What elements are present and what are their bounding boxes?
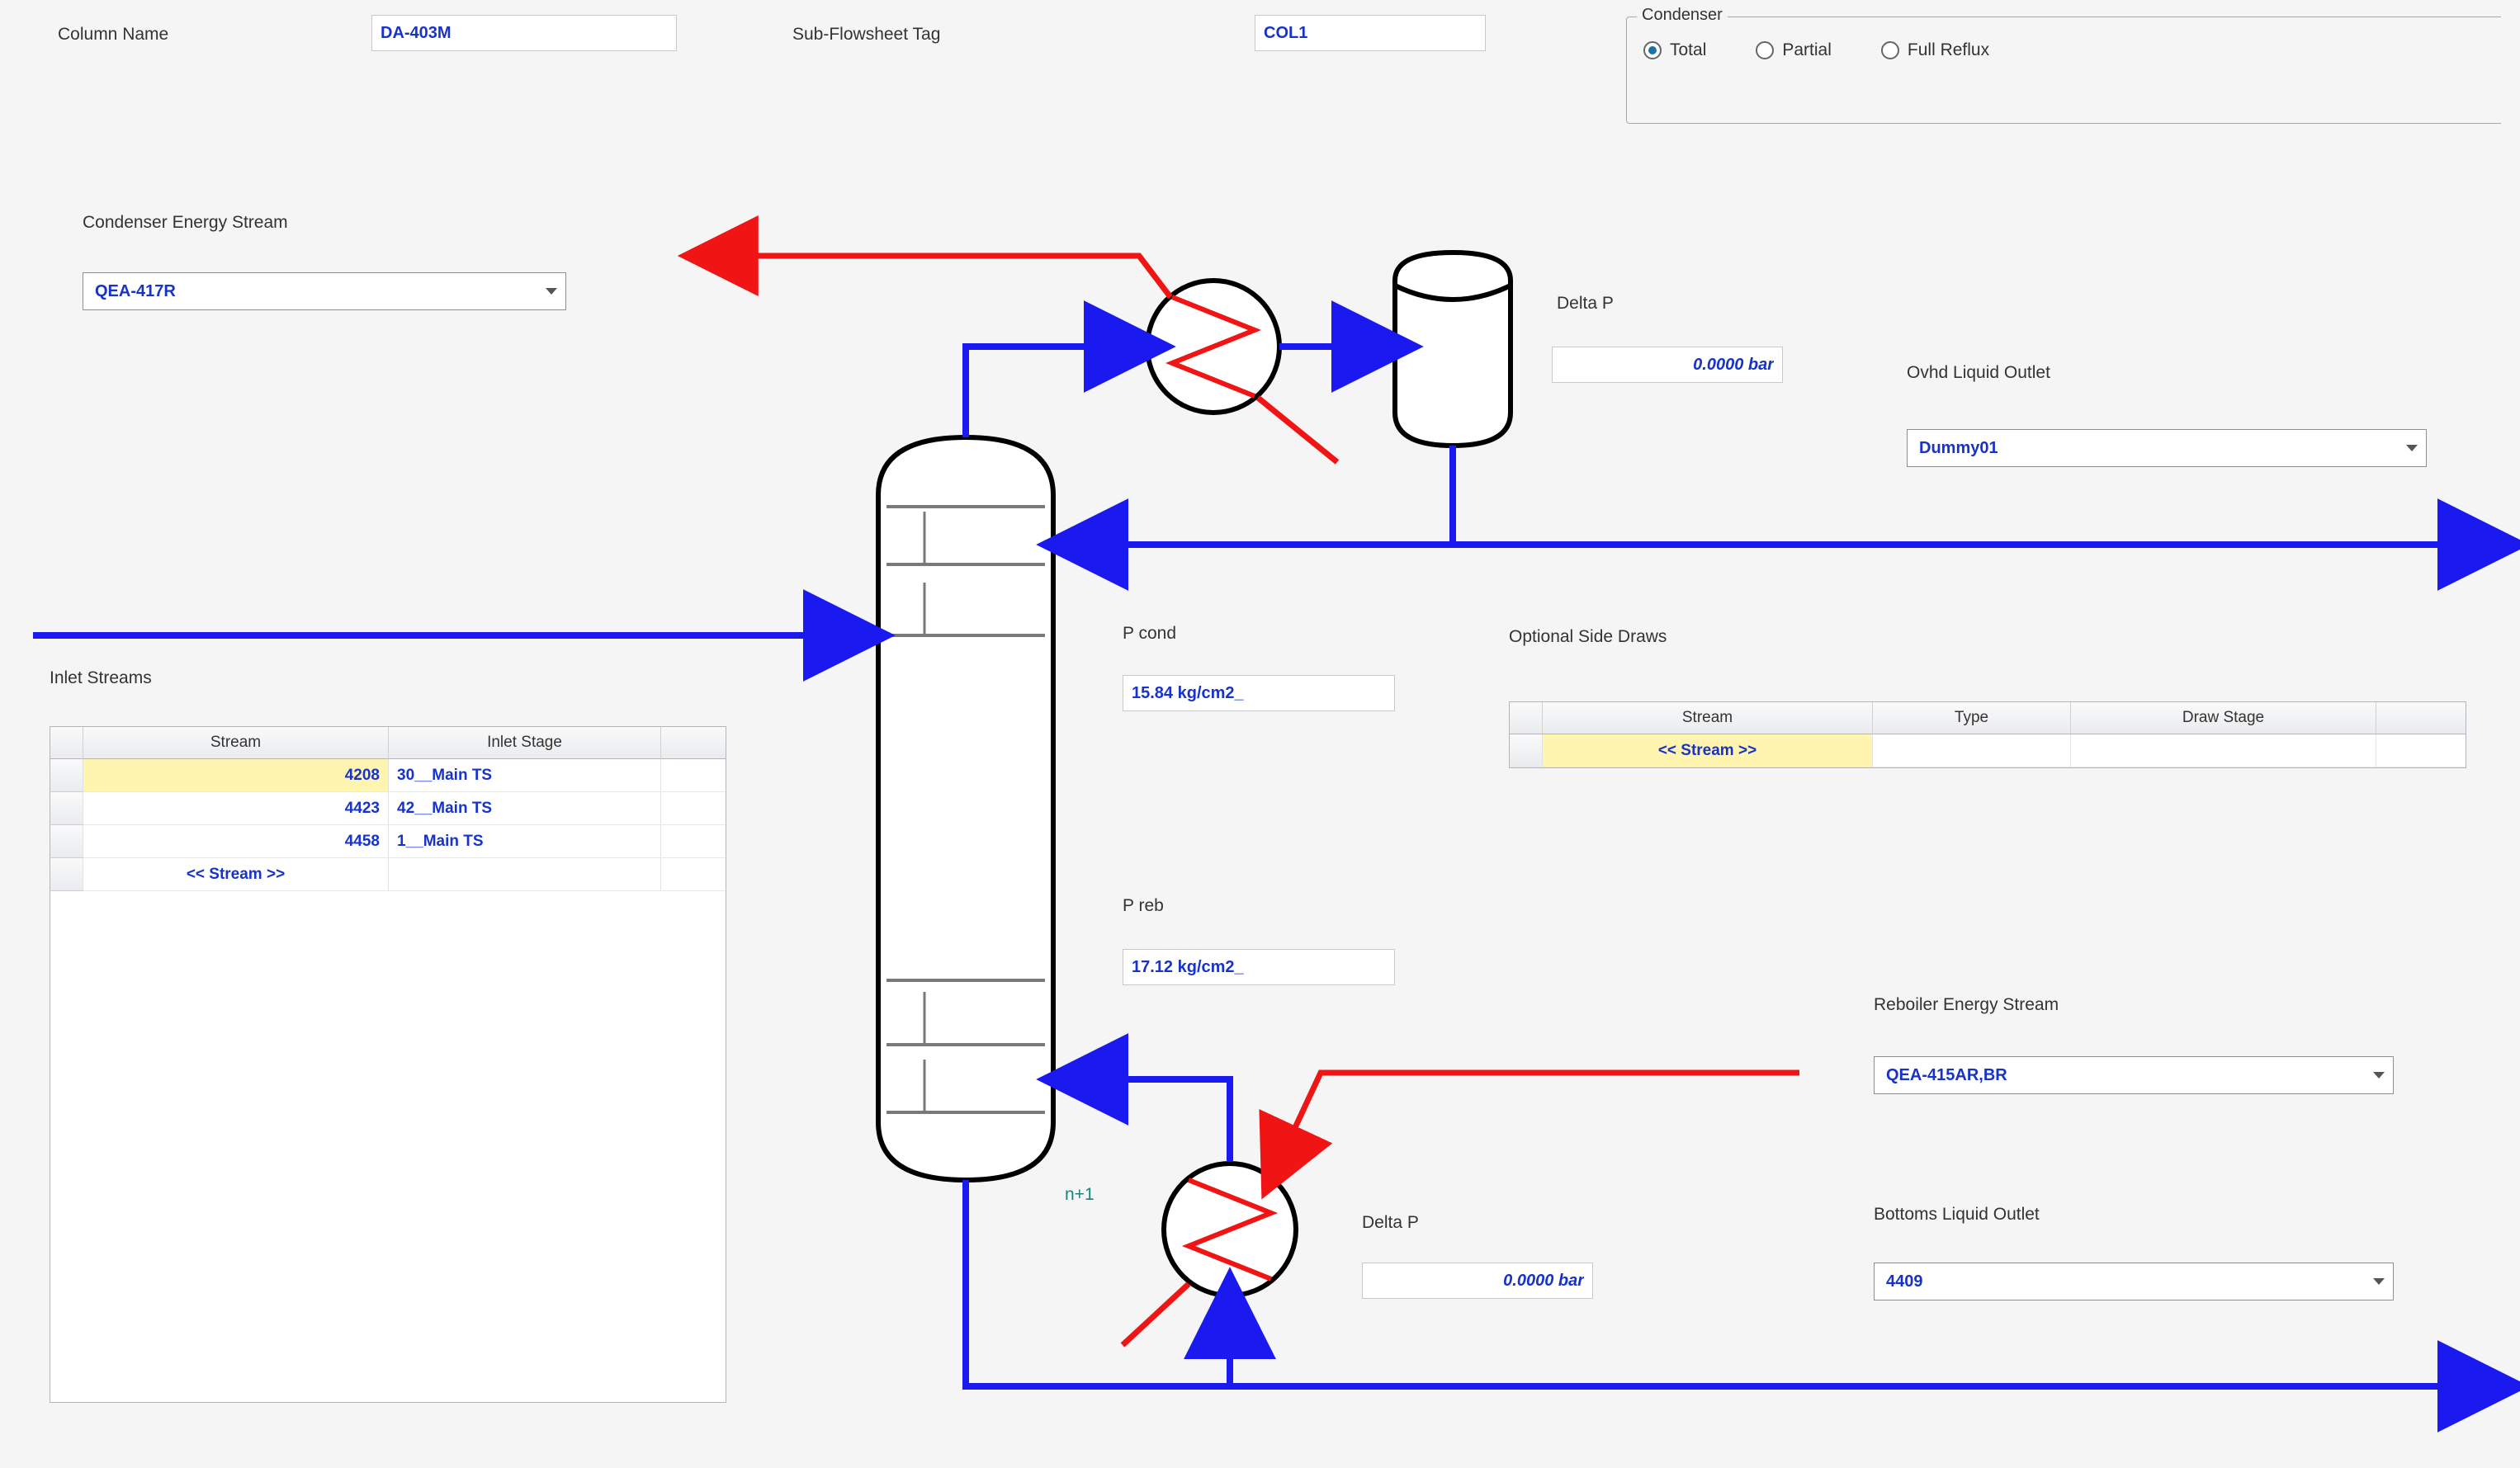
column-diagram-icon: [0, 0, 2520, 1468]
